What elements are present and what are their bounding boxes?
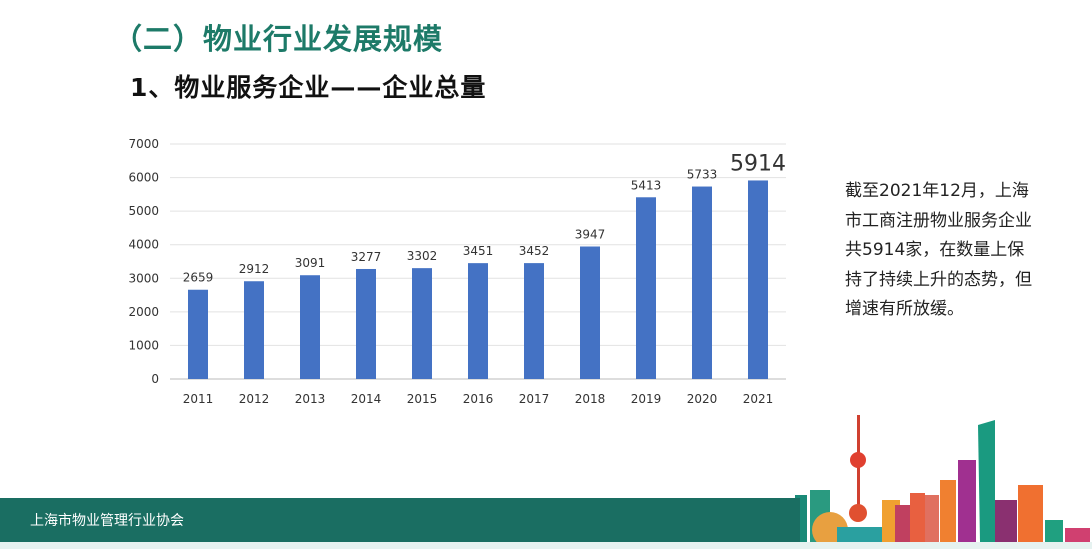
summary-note: 截至2021年12月，上海市工商注册物业服务企业共5914家，在数量上保持了持续… bbox=[845, 181, 1032, 319]
bottom-strip bbox=[0, 542, 1092, 549]
x-tick-label: 2018 bbox=[575, 392, 606, 406]
page-title: （二）物业行业发展规模 bbox=[113, 22, 444, 56]
bar-2011 bbox=[188, 289, 208, 379]
bar-2017 bbox=[524, 263, 544, 379]
data-label: 2659 bbox=[183, 271, 214, 285]
data-label: 5413 bbox=[631, 178, 662, 192]
data-label: 3451 bbox=[463, 244, 494, 258]
bar-2021 bbox=[748, 180, 768, 379]
enterprise-count-bar-chart: 0 1000 2000 3000 4000 5000 6000 7000 2659 2011 291… bbox=[128, 137, 786, 406]
bar-2013 bbox=[300, 275, 320, 379]
bar-2018 bbox=[580, 246, 600, 379]
y-tick-label: 6000 bbox=[128, 171, 159, 185]
y-tick-label: 2000 bbox=[128, 305, 159, 319]
y-tick-label: 5000 bbox=[128, 204, 159, 218]
y-tick-label: 0 bbox=[151, 372, 159, 386]
x-tick-label: 2016 bbox=[463, 392, 494, 406]
data-label: 3302 bbox=[407, 249, 438, 263]
footer-bar: 上海市物业管理行业协会 bbox=[0, 498, 800, 542]
data-label: 5914 bbox=[730, 151, 786, 176]
data-label: 3452 bbox=[519, 244, 550, 258]
section-subtitle: 1、物业服务企业——企业总量 bbox=[130, 73, 487, 102]
bar-2015 bbox=[412, 268, 432, 379]
bar-2014 bbox=[356, 268, 376, 379]
data-label: 3947 bbox=[575, 227, 606, 241]
x-tick-label: 2017 bbox=[519, 392, 550, 406]
x-tick-label: 2011 bbox=[183, 392, 214, 406]
shanghai-skyline-illustration bbox=[795, 415, 1090, 542]
y-tick-label: 1000 bbox=[128, 338, 159, 352]
bar-2019 bbox=[636, 197, 656, 379]
data-label: 2912 bbox=[239, 262, 270, 276]
x-tick-label: 2012 bbox=[239, 392, 270, 406]
data-label: 5733 bbox=[687, 168, 718, 182]
data-label: 3091 bbox=[295, 256, 326, 270]
y-tick-label: 4000 bbox=[128, 238, 159, 252]
bar-2020 bbox=[692, 186, 712, 379]
footer-org-name: 上海市物业管理行业协会 bbox=[30, 513, 184, 529]
y-tick-label: 3000 bbox=[128, 271, 159, 285]
x-tick-label: 2020 bbox=[687, 392, 718, 406]
bar-2012 bbox=[244, 281, 264, 379]
x-tick-label: 2019 bbox=[631, 392, 662, 406]
x-tick-label: 2013 bbox=[295, 392, 326, 406]
y-tick-label: 7000 bbox=[128, 137, 159, 151]
bar-2016 bbox=[468, 263, 488, 379]
x-tick-label: 2015 bbox=[407, 392, 438, 406]
x-tick-label: 2021 bbox=[743, 392, 774, 406]
x-tick-label: 2014 bbox=[351, 392, 382, 406]
data-label: 3277 bbox=[351, 250, 382, 264]
